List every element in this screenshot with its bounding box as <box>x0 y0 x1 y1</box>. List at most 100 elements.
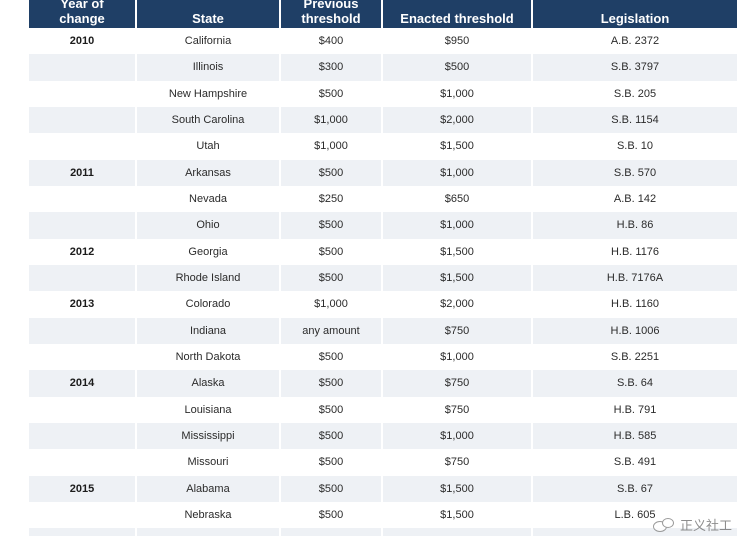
felony-threshold-table: Year of change State Previous threshold … <box>27 0 739 536</box>
cell-enacted-threshold: $750 <box>383 370 531 397</box>
header-legislation: Legislation <box>533 0 737 28</box>
cell-enacted-threshold: $1,500 <box>383 238 531 265</box>
cell-year <box>29 185 135 213</box>
cell-previous-threshold: $500 <box>281 422 381 450</box>
cell-previous-threshold: $400 <box>281 28 381 55</box>
cell-year <box>29 54 135 81</box>
table-row: Louisiana $500 $750 H.B. 791 <box>29 396 737 423</box>
table-row: North Dakota $500 $1,000 S.B. 2251 <box>29 343 737 371</box>
cell-legislation: H.B. 1160 <box>533 291 737 318</box>
cell-previous-threshold: $500 <box>281 370 381 397</box>
cell-state <box>137 528 279 536</box>
table-row: Ohio $500 $1,000 H.B. 86 <box>29 212 737 239</box>
cell-year: 2012 <box>29 238 135 265</box>
cell-state: Alabama <box>137 475 279 502</box>
header-previous-threshold: Previous threshold <box>281 0 381 28</box>
cell-enacted-threshold: $1,000 <box>383 159 531 186</box>
cell-legislation: S.B. 2251 <box>533 343 737 371</box>
cell-year: 2011 <box>29 159 135 186</box>
cell-state: Missouri <box>137 449 279 476</box>
cell-legislation: S.B. 570 <box>533 159 737 186</box>
cell-year <box>29 133 135 160</box>
cell-enacted-threshold: $1,500 <box>383 475 531 502</box>
cell-year <box>29 317 135 344</box>
cell-legislation: H.B. 86 <box>533 212 737 239</box>
cell-previous-threshold: $500 <box>281 396 381 423</box>
cell-state: California <box>137 28 279 55</box>
cell-legislation: S.B. 67 <box>533 475 737 502</box>
cell-enacted-threshold: $1,500 <box>383 501 531 529</box>
table-row <box>29 528 737 536</box>
cell-state: Utah <box>137 133 279 160</box>
cell-legislation <box>533 528 737 536</box>
cell-legislation: A.B. 2372 <box>533 28 737 55</box>
cell-previous-threshold: $500 <box>281 264 381 292</box>
cell-enacted-threshold: $1,500 <box>383 133 531 160</box>
watermark: 正义社工 <box>652 515 732 534</box>
cell-legislation: S.B. 10 <box>533 133 737 160</box>
cell-state: Nevada <box>137 185 279 213</box>
cell-previous-threshold: $500 <box>281 212 381 239</box>
cell-legislation: H.B. 1006 <box>533 317 737 344</box>
cell-previous-threshold: $500 <box>281 475 381 502</box>
cell-enacted-threshold: $1,000 <box>383 80 531 107</box>
cell-enacted-threshold: $950 <box>383 28 531 55</box>
table-row: 2015 Alabama $500 $1,500 S.B. 67 <box>29 475 737 502</box>
cell-previous-threshold: $500 <box>281 159 381 186</box>
cell-year <box>29 501 135 529</box>
cell-legislation: S.B. 491 <box>533 449 737 476</box>
table-row: Nebraska $500 $1,500 L.B. 605 <box>29 501 737 529</box>
cell-previous-threshold: $300 <box>281 54 381 81</box>
cell-previous-threshold: $500 <box>281 449 381 476</box>
cell-enacted-threshold <box>383 528 531 536</box>
cell-year <box>29 106 135 134</box>
cell-legislation: S.B. 1154 <box>533 106 737 134</box>
cell-legislation: S.B. 64 <box>533 370 737 397</box>
table-row: Missouri $500 $750 S.B. 491 <box>29 449 737 476</box>
cell-state: Ohio <box>137 212 279 239</box>
cell-legislation: H.B. 791 <box>533 396 737 423</box>
cell-year <box>29 212 135 239</box>
cell-state: Mississippi <box>137 422 279 450</box>
table-row: 2012 Georgia $500 $1,500 H.B. 1176 <box>29 238 737 265</box>
cell-year <box>29 528 135 536</box>
cell-legislation: H.B. 7176A <box>533 264 737 292</box>
cell-legislation: H.B. 585 <box>533 422 737 450</box>
header-enacted-threshold: Enacted threshold <box>383 0 531 28</box>
cell-state: Georgia <box>137 238 279 265</box>
cell-enacted-threshold: $750 <box>383 396 531 423</box>
cell-year <box>29 343 135 371</box>
cell-legislation: S.B. 205 <box>533 80 737 107</box>
cell-state: Louisiana <box>137 396 279 423</box>
cell-previous-threshold: $1,000 <box>281 106 381 134</box>
cell-state: Arkansas <box>137 159 279 186</box>
cell-year: 2015 <box>29 475 135 502</box>
cell-enacted-threshold: $650 <box>383 185 531 213</box>
table-row: Mississippi $500 $1,000 H.B. 585 <box>29 422 737 450</box>
table-row: 2011 Arkansas $500 $1,000 S.B. 570 <box>29 159 737 186</box>
cell-previous-threshold: $250 <box>281 185 381 213</box>
cell-state: Nebraska <box>137 501 279 529</box>
cell-previous-threshold <box>281 528 381 536</box>
cell-legislation: A.B. 142 <box>533 185 737 213</box>
table-row: South Carolina $1,000 $2,000 S.B. 1154 <box>29 106 737 134</box>
cell-enacted-threshold: $1,000 <box>383 422 531 450</box>
watermark-text: 正义社工 <box>679 518 732 533</box>
cell-previous-threshold: $1,000 <box>281 133 381 160</box>
cell-year: 2010 <box>29 28 135 55</box>
cell-enacted-threshold: $2,000 <box>383 106 531 134</box>
cell-year <box>29 422 135 450</box>
cell-enacted-threshold: $750 <box>383 449 531 476</box>
table-row: 2013 Colorado $1,000 $2,000 H.B. 1160 <box>29 291 737 318</box>
header-year: Year of change <box>29 0 135 28</box>
cell-previous-threshold: $500 <box>281 238 381 265</box>
cell-previous-threshold: $500 <box>281 343 381 371</box>
cell-state: Colorado <box>137 291 279 318</box>
table-row: Rhode Island $500 $1,500 H.B. 7176A <box>29 264 737 292</box>
table-body: 2010 California $400 $950 A.B. 2372 Illinois $… <box>29 28 737 536</box>
table-row: New Hampshire $500 $1,000 S.B. 205 <box>29 80 737 107</box>
cell-legislation: H.B. 1176 <box>533 238 737 265</box>
wechat-icon <box>652 517 675 532</box>
cell-year <box>29 80 135 107</box>
